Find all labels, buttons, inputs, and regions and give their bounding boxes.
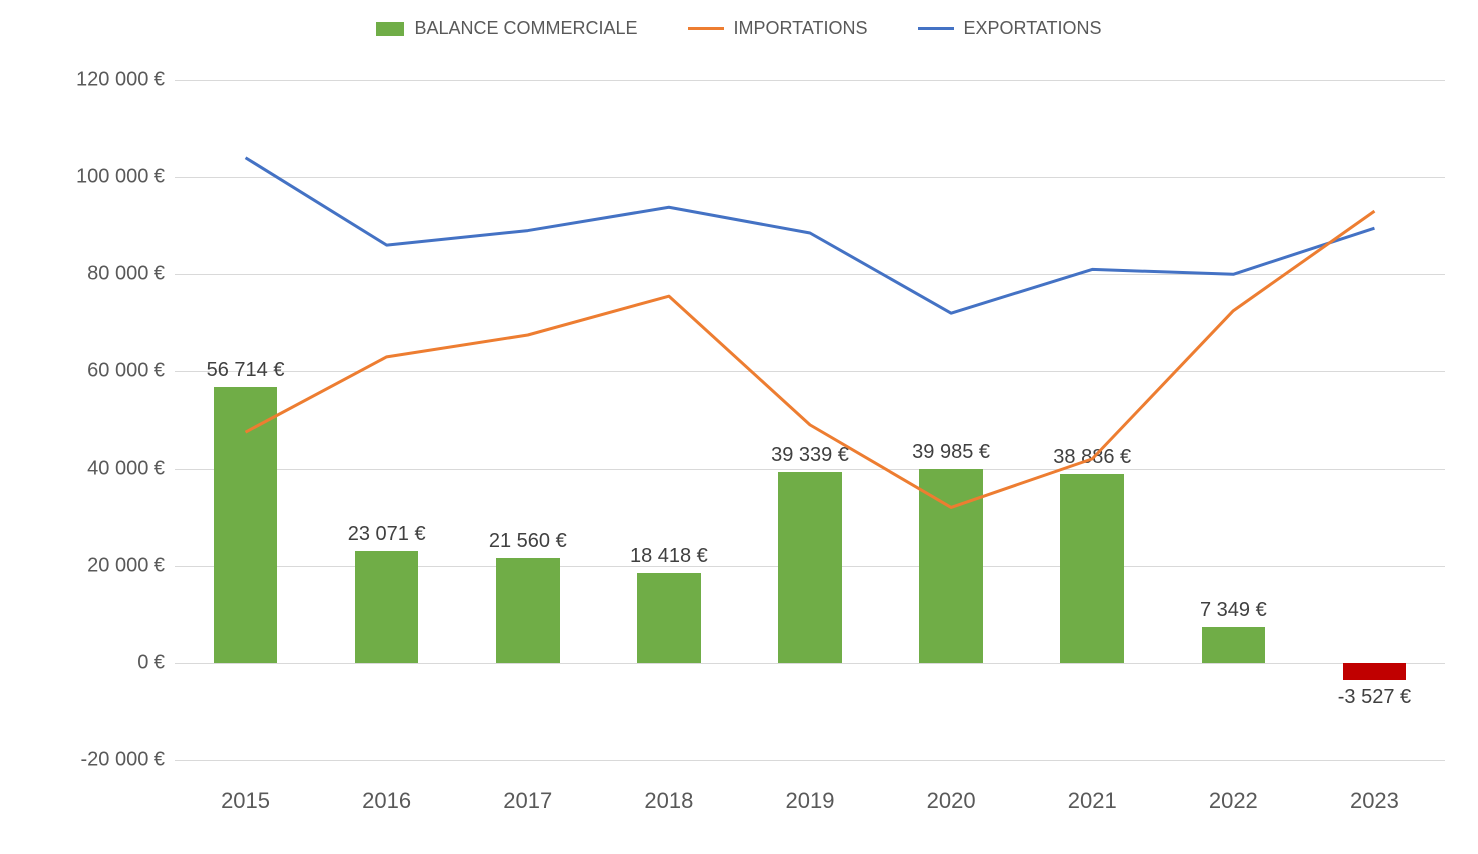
legend-item-exportations: EXPORTATIONS — [918, 18, 1102, 39]
lines-layer — [175, 80, 1445, 760]
y-tick-label: 100 000 € — [76, 166, 165, 189]
x-tick-label: 2022 — [1209, 788, 1258, 814]
gridline — [175, 760, 1445, 761]
legend-item-importations: IMPORTATIONS — [688, 18, 868, 39]
x-tick-label: 2015 — [221, 788, 270, 814]
legend-swatch-balance — [376, 22, 404, 36]
x-tick-label: 2016 — [362, 788, 411, 814]
x-tick-label: 2023 — [1350, 788, 1399, 814]
legend-swatch-importations — [688, 27, 724, 30]
y-tick-label: -20 000 € — [80, 749, 165, 772]
plot-area: 56 714 €23 071 €21 560 €18 418 €39 339 €… — [175, 80, 1445, 760]
y-tick-label: 80 000 € — [87, 263, 165, 286]
legend-item-balance: BALANCE COMMERCIALE — [376, 18, 637, 39]
x-tick-label: 2019 — [786, 788, 835, 814]
legend: BALANCE COMMERCIALE IMPORTATIONS EXPORTA… — [0, 18, 1478, 39]
line-importations — [246, 211, 1375, 507]
x-tick-label: 2017 — [503, 788, 552, 814]
legend-label-balance: BALANCE COMMERCIALE — [414, 18, 637, 39]
y-tick-label: 20 000 € — [87, 554, 165, 577]
legend-label-exportations: EXPORTATIONS — [964, 18, 1102, 39]
y-tick-label: 0 € — [137, 651, 165, 674]
legend-label-importations: IMPORTATIONS — [734, 18, 868, 39]
line-exportations — [246, 158, 1375, 313]
x-axis: 201520162017201820192020202120222023 — [175, 770, 1445, 810]
y-tick-label: 40 000 € — [87, 457, 165, 480]
x-tick-label: 2020 — [927, 788, 976, 814]
y-tick-label: 120 000 € — [76, 69, 165, 92]
combo-chart: BALANCE COMMERCIALE IMPORTATIONS EXPORTA… — [0, 0, 1478, 854]
x-tick-label: 2021 — [1068, 788, 1117, 814]
y-tick-label: 60 000 € — [87, 360, 165, 383]
legend-swatch-exportations — [918, 27, 954, 30]
x-tick-label: 2018 — [644, 788, 693, 814]
y-axis: -20 000 €0 €20 000 €40 000 €60 000 €80 0… — [0, 80, 165, 760]
